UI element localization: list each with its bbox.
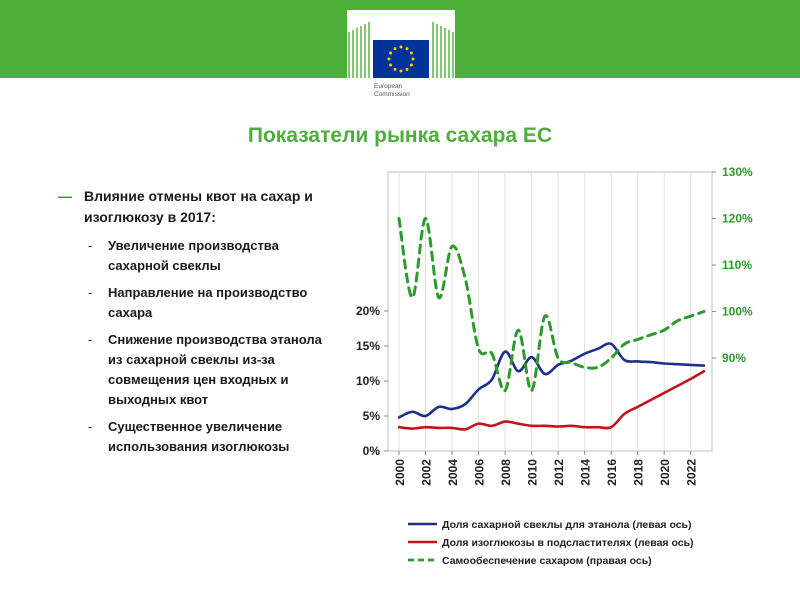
bullet-dash-icon: — — [58, 188, 72, 204]
series-line-3 — [397, 217, 706, 393]
x-axis-tick-label: 2012 — [552, 459, 566, 486]
right-axis-tick-label: 90% — [722, 351, 746, 365]
bullet-sub: - Существенное увеличение использования … — [58, 417, 338, 457]
x-axis-tick-label: 2010 — [526, 459, 540, 486]
x-axis-tick-label: 2014 — [579, 459, 593, 486]
x-axis-tick-label: 2004 — [446, 459, 460, 486]
eu-star-icon — [399, 45, 403, 49]
right-axis-tick-label: 120% — [722, 212, 753, 226]
bullet-sub: - Увеличение производства сахарной свекл… — [58, 236, 338, 276]
legend-label: Доля изоглюкозы в подсластителях (левая … — [442, 537, 694, 549]
bullet-dash-icon: - — [88, 285, 93, 300]
right-axis-tick-label: 110% — [722, 258, 752, 272]
x-axis-tick-label: 2020 — [658, 459, 672, 486]
bullet-sub: - Снижение производства этанола из сахар… — [58, 330, 338, 410]
x-axis-tick-label: 2018 — [632, 459, 646, 486]
logo-text-line2: Commission — [374, 91, 410, 98]
eu-star-icon — [387, 57, 391, 61]
eu-star-icon — [411, 57, 415, 61]
bullet-sub-text: Снижение производства этанола из сахарно… — [108, 332, 322, 407]
bullet-dash-icon: - — [88, 332, 93, 347]
bullet-dash-icon: - — [88, 238, 93, 253]
series-line-2 — [397, 369, 706, 431]
x-axis-tick-label: 2008 — [499, 459, 513, 486]
slide-title: Показатели рынка сахара ЕС — [247, 124, 553, 147]
bullet-sub-text: Направление на производство сахара — [108, 285, 308, 320]
x-axis-tick-label: 2022 — [685, 459, 699, 486]
x-axis-tick-label: 2002 — [420, 459, 434, 486]
logo-text-line1: European — [374, 83, 403, 90]
bullet-main-text: Влияние отмены квот на сахар и изоглюкоз… — [84, 188, 313, 225]
x-axis-tick-label: 2016 — [605, 459, 619, 486]
eu-star-icon — [393, 47, 397, 51]
series-line-1 — [397, 342, 706, 419]
bullet-sub-text: Существенное увеличение использования из… — [108, 419, 290, 454]
eu-star-icon — [409, 63, 413, 67]
bullet-dash-icon: - — [88, 419, 93, 434]
eu-star-icon — [389, 51, 393, 55]
legend-label: Доля сахарной свеклы для этанола (левая … — [442, 519, 692, 531]
european-commission-logo: European Commission — [347, 10, 455, 104]
bullet-sub-text: Увеличение производства сахарной свеклы — [108, 238, 279, 273]
eu-star-icon — [389, 63, 393, 67]
bullet-sub: - Направление на производство сахара — [58, 283, 338, 323]
eu-star-icon — [405, 67, 409, 71]
eu-star-icon — [393, 67, 397, 71]
left-axis-tick-label: 20% — [356, 304, 380, 318]
left-axis-tick-label: 0% — [363, 444, 381, 458]
left-axis-tick-label: 10% — [356, 374, 380, 388]
x-axis-tick-label: 2000 — [393, 459, 407, 486]
bullet-main: — Влияние отмены квот на сахар и изоглюк… — [58, 186, 338, 228]
eu-star-icon — [409, 51, 413, 55]
bullet-list: — Влияние отмены квот на сахар и изоглюк… — [58, 186, 338, 464]
right-axis-tick-label: 130% — [722, 165, 753, 179]
left-axis-tick-label: 15% — [356, 339, 380, 353]
eu-star-icon — [405, 47, 409, 51]
left-axis-tick-label: 5% — [363, 409, 381, 423]
legend-label: Самообеспечение сахаром (правая ось) — [442, 555, 652, 567]
x-axis-tick-label: 2006 — [473, 459, 487, 486]
right-axis-tick-label: 100% — [722, 305, 753, 319]
eu-star-icon — [399, 69, 403, 73]
